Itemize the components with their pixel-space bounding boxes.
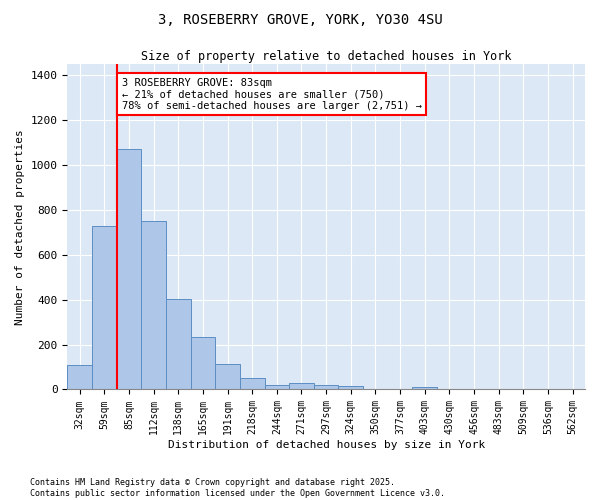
Bar xyxy=(314,385,338,390)
Y-axis label: Number of detached properties: Number of detached properties xyxy=(15,129,25,324)
Text: Contains HM Land Registry data © Crown copyright and database right 2025.
Contai: Contains HM Land Registry data © Crown c… xyxy=(30,478,445,498)
Bar xyxy=(141,221,166,390)
Bar xyxy=(166,298,191,390)
X-axis label: Distribution of detached houses by size in York: Distribution of detached houses by size … xyxy=(167,440,485,450)
Text: 3 ROSEBERRY GROVE: 83sqm
← 21% of detached houses are smaller (750)
78% of semi-: 3 ROSEBERRY GROVE: 83sqm ← 21% of detach… xyxy=(122,78,422,111)
Bar xyxy=(92,226,116,390)
Bar xyxy=(116,150,141,390)
Bar xyxy=(265,385,289,390)
Bar xyxy=(67,365,92,390)
Bar xyxy=(412,387,437,390)
Bar xyxy=(191,337,215,390)
Bar xyxy=(338,386,363,390)
Text: 3, ROSEBERRY GROVE, YORK, YO30 4SU: 3, ROSEBERRY GROVE, YORK, YO30 4SU xyxy=(158,12,442,26)
Bar xyxy=(289,383,314,390)
Bar xyxy=(240,378,265,390)
Title: Size of property relative to detached houses in York: Size of property relative to detached ho… xyxy=(141,50,511,63)
Bar xyxy=(215,364,240,390)
